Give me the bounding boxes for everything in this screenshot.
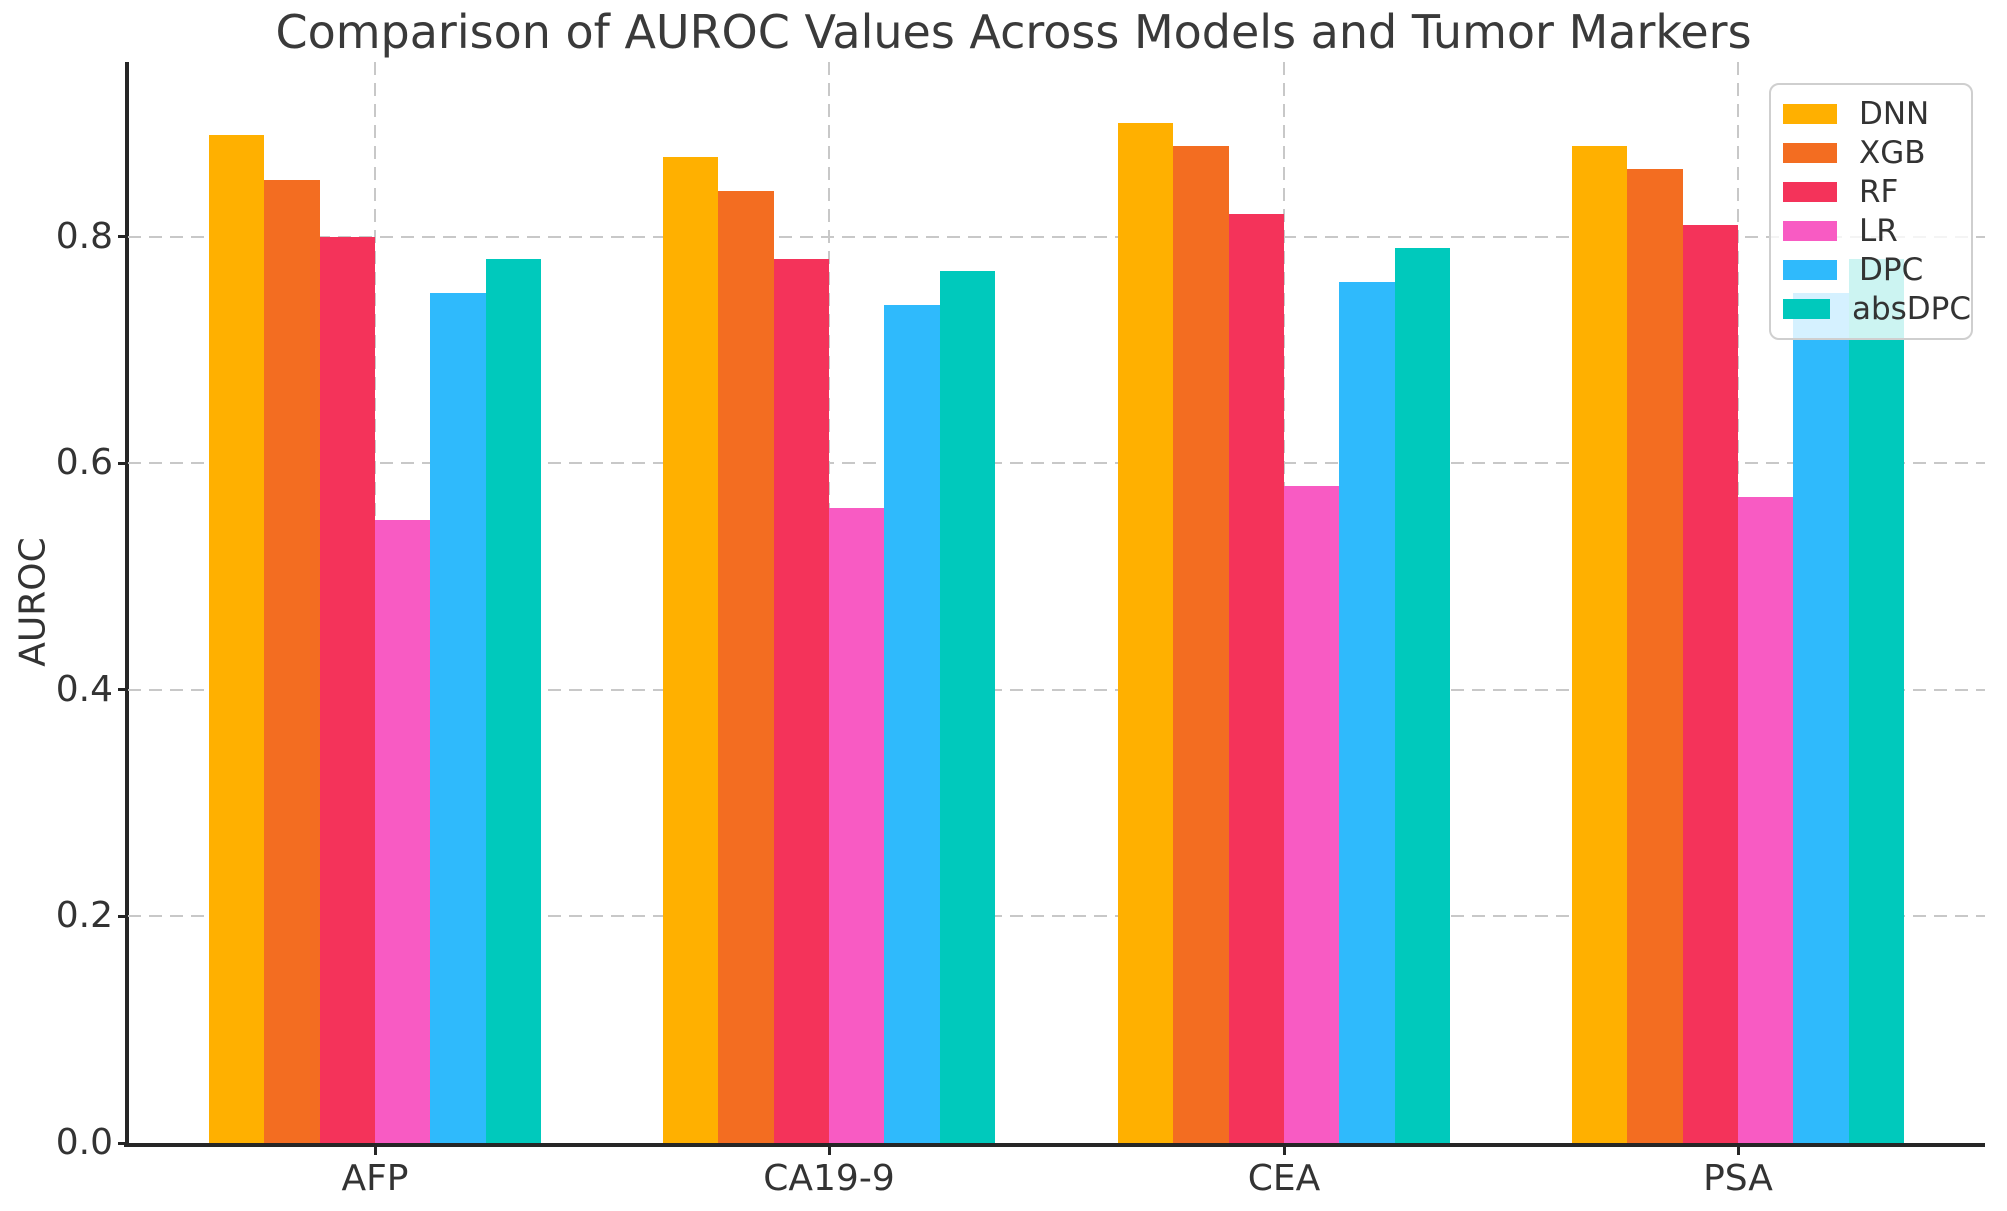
xtick-mark-AFP — [373, 1147, 377, 1155]
legend: DNN XGB RF LR DPC absDPC — [1769, 83, 1973, 340]
gridline-h-0.8 — [128, 235, 1985, 238]
xtick-label-CA19-9: CA19-9 — [763, 1158, 895, 1199]
legend-swatch-DPC — [1783, 260, 1837, 280]
xtick-label-PSA: PSA — [1703, 1158, 1773, 1199]
xtick-mark-PSA — [1736, 1147, 1740, 1155]
bar-XGB-PSA — [1627, 168, 1683, 1143]
bar-DNN-CEA — [1117, 123, 1174, 1143]
xtick-mark-CA19-9 — [827, 1147, 831, 1155]
ytick-mark-0.6 — [118, 461, 128, 465]
bar-absDPC-PSA — [1848, 259, 1905, 1143]
bar-DNN-AFP — [208, 134, 265, 1143]
ytick-mark-0.0 — [118, 1141, 128, 1145]
ytick-label-0.2: 0.2 — [55, 895, 113, 937]
xtick-label-CEA: CEA — [1247, 1158, 1321, 1199]
bar-RF-PSA — [1682, 225, 1738, 1143]
ytick-mark-0.2 — [118, 914, 128, 918]
bar-DPC-CEA — [1339, 281, 1395, 1143]
bar-RF-AFP — [319, 236, 375, 1143]
y-axis-spine — [125, 62, 129, 1143]
bar-LR-PSA — [1738, 497, 1794, 1143]
bar-absDPC-CA19-9 — [939, 270, 996, 1143]
bar-RF-CA19-9 — [773, 259, 829, 1143]
bar-absDPC-AFP — [485, 259, 542, 1143]
legend-swatch-DNN — [1783, 104, 1837, 124]
chart-title: Comparison of AUROC Values Across Models… — [275, 5, 1752, 59]
legend-swatch-XGB — [1783, 143, 1837, 163]
xtick-mark-CEA — [1282, 1147, 1286, 1155]
legend-swatch-LR — [1783, 221, 1837, 241]
legend-label-LR: LR — [1859, 213, 1898, 249]
ytick-label-0.6: 0.6 — [55, 442, 113, 484]
bar-DNN-PSA — [1571, 145, 1628, 1143]
ytick-label-0.0: 0.0 — [55, 1122, 113, 1163]
bar-LR-AFP — [375, 519, 431, 1143]
legend-item-RF: RF — [1783, 174, 1971, 210]
ytick-mark-0.4 — [118, 688, 128, 692]
y-axis-label: AUROC — [12, 537, 54, 667]
legend-swatch-RF — [1783, 182, 1837, 202]
gridline-h-0.2 — [128, 915, 1985, 918]
xtick-label-AFP: AFP — [341, 1158, 409, 1199]
bar-DPC-CA19-9 — [884, 304, 940, 1143]
bar-absDPC-CEA — [1394, 247, 1451, 1143]
legend-item-DNN: DNN — [1783, 96, 1971, 132]
legend-item-DPC: DPC — [1783, 252, 1971, 288]
bar-LR-CEA — [1284, 485, 1340, 1143]
bar-DNN-CA19-9 — [662, 157, 719, 1143]
bar-RF-CEA — [1228, 213, 1284, 1143]
legend-label-RF: RF — [1859, 174, 1899, 210]
gridline-h-0.4 — [128, 688, 1985, 691]
bar-DPC-PSA — [1793, 293, 1849, 1143]
plot-area — [124, 62, 1985, 1147]
legend-label-XGB: XGB — [1859, 135, 1926, 171]
legend-swatch-absDPC — [1783, 299, 1830, 319]
bar-XGB-AFP — [264, 179, 320, 1143]
x-axis-spine — [124, 1143, 1985, 1147]
gridline-h-0.6 — [128, 462, 1985, 465]
ytick-label-0.8: 0.8 — [55, 215, 113, 257]
ytick-label-0.4: 0.4 — [55, 668, 113, 710]
bar-XGB-CEA — [1173, 145, 1229, 1143]
legend-item-LR: LR — [1783, 213, 1971, 249]
legend-label-DNN: DNN — [1859, 96, 1930, 132]
ytick-mark-0.8 — [118, 235, 128, 238]
legend-item-XGB: XGB — [1783, 135, 1971, 171]
bar-LR-CA19-9 — [829, 508, 885, 1143]
legend-label-DPC: DPC — [1859, 252, 1924, 288]
legend-label-absDPC: absDPC — [1851, 291, 1971, 327]
legend-item-absDPC: absDPC — [1783, 291, 1971, 327]
bar-DPC-AFP — [430, 293, 486, 1143]
bar-XGB-CA19-9 — [718, 191, 774, 1143]
